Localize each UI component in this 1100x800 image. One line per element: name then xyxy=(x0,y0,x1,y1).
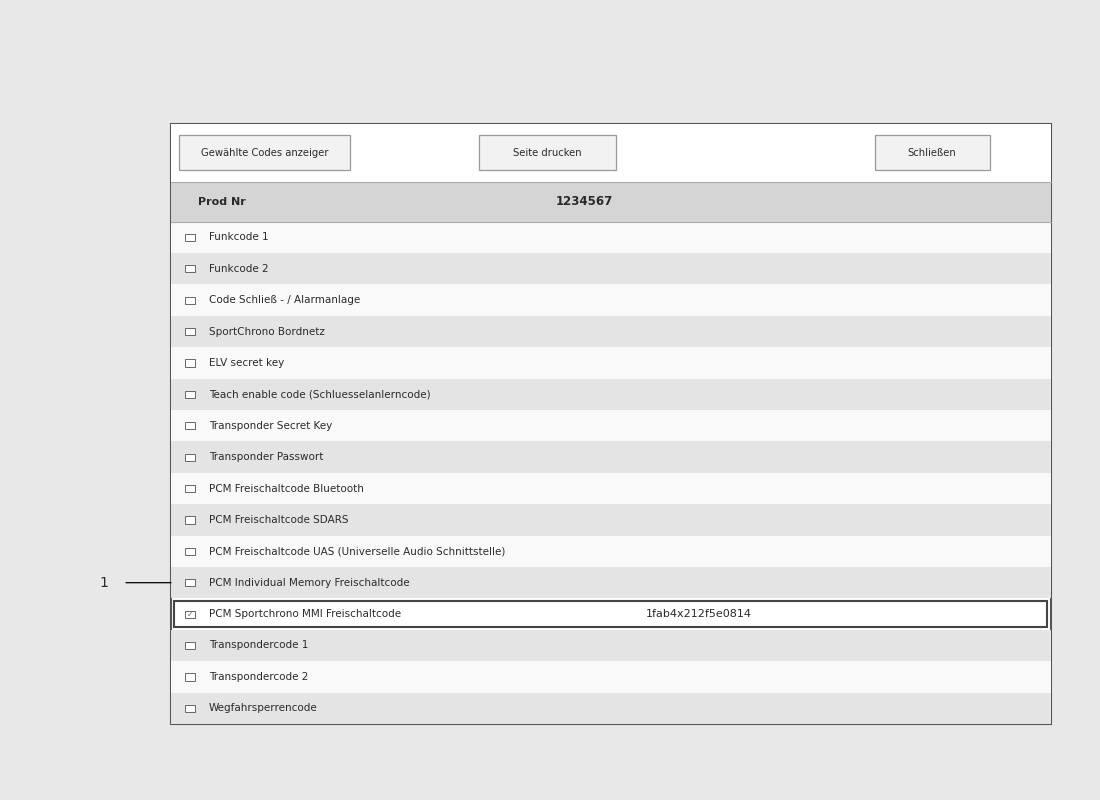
Bar xyxy=(174,601,1047,627)
Bar xyxy=(170,182,1050,222)
Bar xyxy=(185,548,196,555)
Bar xyxy=(478,135,616,170)
Text: Code Schließ - / Alarmanlage: Code Schließ - / Alarmanlage xyxy=(209,295,361,305)
Text: Transponder Secret Key: Transponder Secret Key xyxy=(209,421,332,430)
Bar xyxy=(185,485,196,492)
Text: Transpondercode 1: Transpondercode 1 xyxy=(209,641,308,650)
Bar xyxy=(170,253,1050,284)
Bar xyxy=(170,284,1050,316)
Bar xyxy=(170,316,1050,347)
Bar xyxy=(185,265,196,272)
Bar xyxy=(185,610,196,618)
Bar xyxy=(170,124,1050,182)
Bar xyxy=(170,693,1050,724)
Text: SportChrono Bordnetz: SportChrono Bordnetz xyxy=(209,326,324,337)
Text: Schließen: Schließen xyxy=(908,148,957,158)
Bar xyxy=(170,410,1050,442)
Text: 1fab4x212f5e0814: 1fab4x212f5e0814 xyxy=(646,609,751,619)
Text: Gewählte Codes anzeiger: Gewählte Codes anzeiger xyxy=(201,148,328,158)
Text: Prod Nr: Prod Nr xyxy=(198,197,245,206)
Bar xyxy=(170,661,1050,693)
Bar xyxy=(170,630,1050,661)
Bar xyxy=(185,579,196,586)
Text: Wegfahrsperrencode: Wegfahrsperrencode xyxy=(209,703,318,714)
Text: PCM Freischaltcode Bluetooth: PCM Freischaltcode Bluetooth xyxy=(209,483,364,494)
Bar xyxy=(170,504,1050,536)
Text: Seite drucken: Seite drucken xyxy=(513,148,582,158)
Text: Funkcode 2: Funkcode 2 xyxy=(209,264,268,274)
Bar xyxy=(170,222,1050,253)
Bar xyxy=(170,536,1050,567)
Bar xyxy=(185,297,196,304)
Bar xyxy=(170,442,1050,473)
Text: 1234567: 1234567 xyxy=(556,195,613,208)
Bar xyxy=(874,135,990,170)
Bar xyxy=(179,135,350,170)
Text: Teach enable code (Schluesselanlerncode): Teach enable code (Schluesselanlerncode) xyxy=(209,390,430,399)
Bar xyxy=(185,454,196,461)
Text: Transponder Passwort: Transponder Passwort xyxy=(209,452,323,462)
Bar xyxy=(170,347,1050,378)
Bar xyxy=(185,642,196,649)
Text: PCM Freischaltcode UAS (Universelle Audio Schnittstelle): PCM Freischaltcode UAS (Universelle Audi… xyxy=(209,546,505,556)
Bar xyxy=(185,674,196,681)
Bar xyxy=(185,516,196,523)
Text: PCM Freischaltcode SDARS: PCM Freischaltcode SDARS xyxy=(209,515,349,525)
Bar xyxy=(185,328,196,335)
Text: 1: 1 xyxy=(99,576,108,590)
Text: Funkcode 1: Funkcode 1 xyxy=(209,232,268,242)
Text: PCM Individual Memory Freischaltcode: PCM Individual Memory Freischaltcode xyxy=(209,578,409,588)
Text: ELV secret key: ELV secret key xyxy=(209,358,284,368)
Bar xyxy=(170,378,1050,410)
Bar xyxy=(185,359,196,366)
Bar xyxy=(185,234,196,241)
Bar xyxy=(170,124,1050,724)
Bar xyxy=(185,390,196,398)
Text: Transpondercode 2: Transpondercode 2 xyxy=(209,672,308,682)
Bar xyxy=(185,705,196,712)
Bar xyxy=(170,473,1050,504)
Text: PCM Sportchrono MMI Freischaltcode: PCM Sportchrono MMI Freischaltcode xyxy=(209,609,402,619)
Bar xyxy=(185,422,196,430)
Bar xyxy=(170,567,1050,598)
Text: ✓: ✓ xyxy=(187,610,194,618)
